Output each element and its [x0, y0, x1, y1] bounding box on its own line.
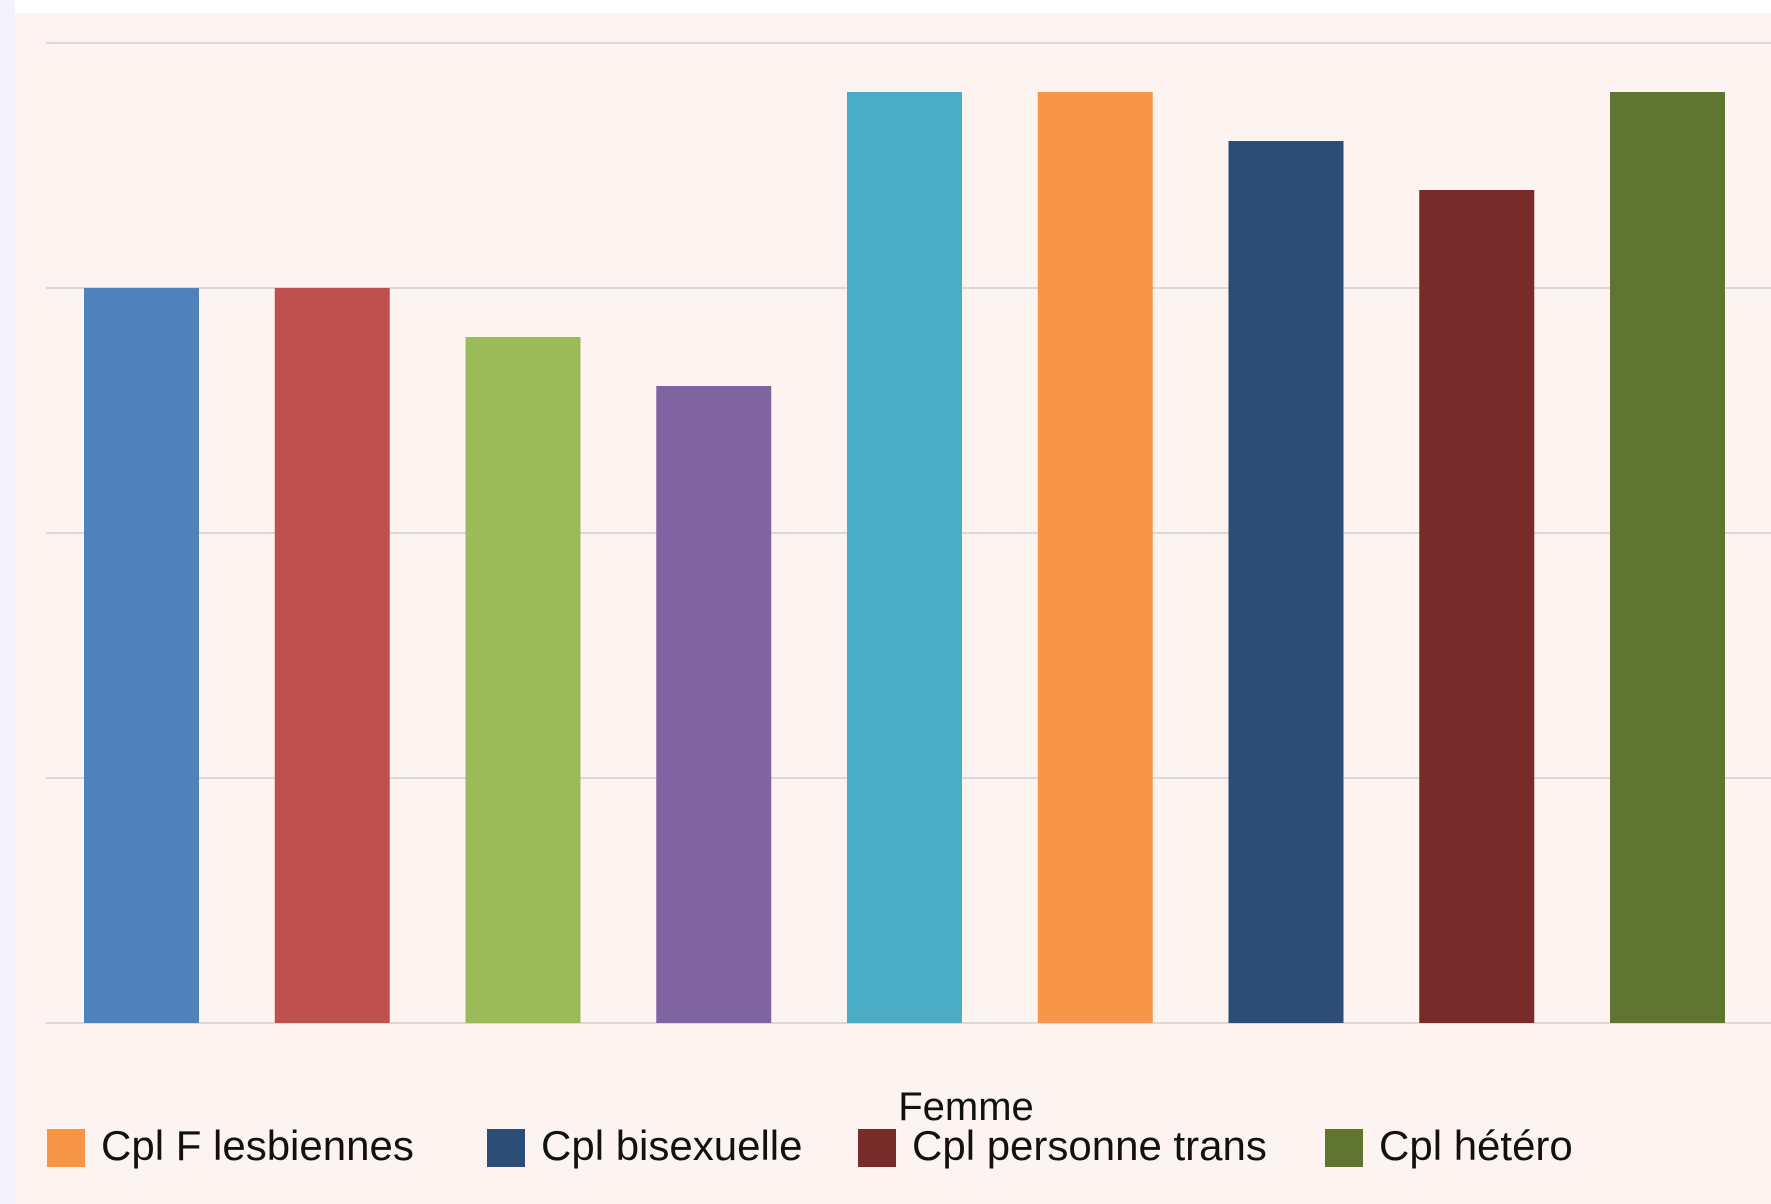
- x-axis-category-label: Femme: [898, 1085, 1034, 1129]
- bar-series-2: [274, 288, 390, 1023]
- legend-swatch: [858, 1129, 896, 1167]
- bar-series-9: [1610, 92, 1725, 1023]
- bar-series-7: [1228, 141, 1344, 1023]
- legend-item: Cpl personne trans: [858, 1122, 1267, 1169]
- bar-series-3: [465, 337, 581, 1023]
- legend-item: Cpl bisexuelle: [487, 1122, 802, 1169]
- bar-chart: Femme Cpl F lesbiennes Cpl bisexuelle Cpl …: [46, 42, 1771, 1169]
- chart-area: Femme Cpl F lesbiennes Cpl bisexuelle Cpl …: [15, 13, 1771, 1204]
- legend-item: Cpl hétéro: [1325, 1122, 1573, 1169]
- legend-swatch: [487, 1129, 525, 1167]
- legend-label: Cpl bisexuelle: [541, 1122, 802, 1169]
- bar-series-8: [1419, 190, 1535, 1023]
- legend: Cpl F lesbiennes Cpl bisexuelle Cpl person…: [47, 1122, 1573, 1169]
- legend-label: Cpl F lesbiennes: [101, 1122, 414, 1169]
- legend-swatch: [47, 1129, 85, 1167]
- legend-swatch: [1325, 1129, 1363, 1167]
- bar-series-1: [84, 288, 199, 1023]
- legend-label: Cpl hétéro: [1379, 1122, 1573, 1169]
- bars: [84, 92, 1725, 1023]
- bar-series-6: [1037, 92, 1153, 1023]
- bar-series-5: [847, 92, 962, 1023]
- legend-item: Cpl F lesbiennes: [47, 1122, 414, 1169]
- page-margin-strip: [0, 0, 15, 1204]
- bar-series-4: [656, 386, 772, 1023]
- legend-label: Cpl personne trans: [912, 1122, 1267, 1169]
